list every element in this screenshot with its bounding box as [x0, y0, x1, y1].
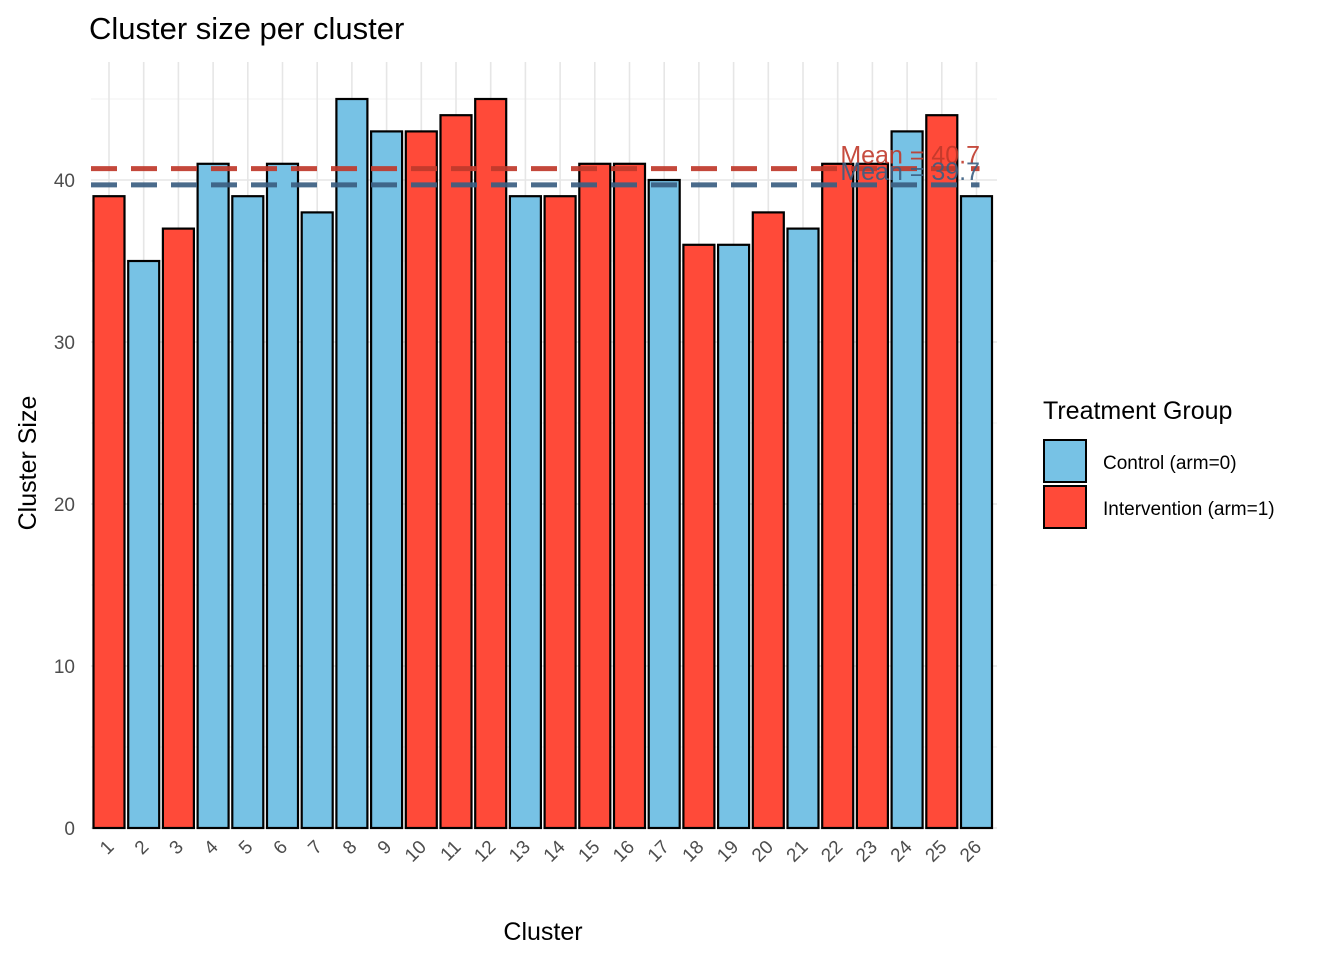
bar-cluster-6	[265, 162, 300, 830]
x-tick-label: 25	[922, 837, 952, 867]
bar-cluster-24	[890, 130, 924, 830]
bar-cluster-17	[647, 178, 681, 830]
x-tick-label: 11	[437, 837, 466, 866]
chart-title: Cluster size per cluster	[89, 11, 404, 46]
x-tick-label: 18	[679, 837, 709, 867]
bar-cluster-20	[751, 211, 785, 830]
bar-cluster-5	[231, 195, 265, 830]
x-axis-title: Cluster	[503, 918, 582, 946]
x-tick-label: 15	[575, 837, 605, 867]
x-tick-label: 8	[339, 837, 361, 859]
y-tick-label: 20	[54, 495, 75, 516]
y-tick-labels: 0 10 20 30 40	[54, 171, 75, 840]
y-tick-label: 10	[54, 657, 75, 678]
x-tick-label: 20	[748, 837, 778, 867]
x-tick-label: 12	[470, 837, 500, 867]
y-tick-label: 30	[54, 333, 75, 354]
legend-label-intervention: Intervention (arm=1)	[1103, 499, 1275, 520]
bar-cluster-21	[786, 227, 820, 830]
legend-title: Treatment Group	[1043, 397, 1232, 425]
bar-cluster-23	[855, 162, 890, 830]
bar-cluster-10	[404, 130, 438, 830]
bar-cluster-16	[612, 162, 647, 830]
x-tick-label: 5	[235, 837, 257, 859]
x-tick-label: 16	[609, 837, 639, 867]
y-tick-label: 40	[54, 171, 75, 192]
bar-cluster-8	[335, 97, 369, 830]
legend-key-intervention	[1043, 485, 1087, 529]
bar-cluster-13	[508, 195, 542, 830]
mean-label-0: Mean = 40.7	[840, 142, 980, 170]
bar-cluster-11	[439, 114, 473, 830]
x-tick-label: 22	[817, 837, 847, 867]
x-tick-label: 3	[166, 837, 188, 859]
x-tick-label: 6	[270, 837, 292, 859]
legend: Treatment Group Control (arm=0) Interven…	[1043, 397, 1275, 529]
x-tick-label: 19	[713, 837, 743, 867]
x-tick-label: 13	[505, 837, 535, 867]
x-tick-label: 23	[852, 837, 882, 867]
bar-cluster-15	[578, 162, 612, 830]
mean-label-1: Mean = 39.7	[840, 158, 980, 186]
x-tick-label: 24	[887, 836, 917, 866]
x-tick-label: 21	[783, 837, 813, 867]
bars	[92, 97, 994, 830]
bar-cluster-3	[161, 227, 195, 830]
bar-cluster-9	[370, 130, 404, 830]
x-tick-label: 26	[956, 837, 986, 867]
x-tick-label: 7	[304, 837, 326, 859]
bar-cluster-1	[92, 195, 126, 830]
bar-cluster-19	[716, 243, 751, 830]
x-tick-label: 9	[374, 837, 396, 859]
bar-cluster-4	[196, 162, 230, 830]
bar-cluster-22	[821, 162, 855, 830]
legend-label-control: Control (arm=0)	[1103, 453, 1237, 474]
x-tick-label: 4	[200, 836, 223, 859]
bar-cluster-26	[959, 195, 994, 830]
y-axis-title: Cluster Size	[14, 396, 42, 531]
x-tick-label: 17	[644, 837, 674, 867]
y-tick-label: 0	[64, 819, 75, 840]
x-tick-label: 1	[96, 837, 118, 859]
x-tick-label: 14	[540, 836, 570, 866]
bar-cluster-2	[127, 259, 161, 830]
bar-cluster-7	[300, 211, 334, 830]
legend-key-control	[1043, 439, 1087, 483]
x-tick-label: 10	[401, 837, 431, 867]
bar-cluster-12	[474, 97, 508, 830]
x-tick-label: 2	[131, 837, 153, 859]
bar-cluster-25	[925, 114, 959, 830]
x-tick-labels: 1 2 3 4 5 6 7 8 9 10 11 12 13 14 15 16 17 18 19 20 21 22 23 24 2…	[96, 836, 986, 866]
bar-cluster-18	[682, 243, 716, 830]
bar-cluster-14	[543, 195, 577, 830]
